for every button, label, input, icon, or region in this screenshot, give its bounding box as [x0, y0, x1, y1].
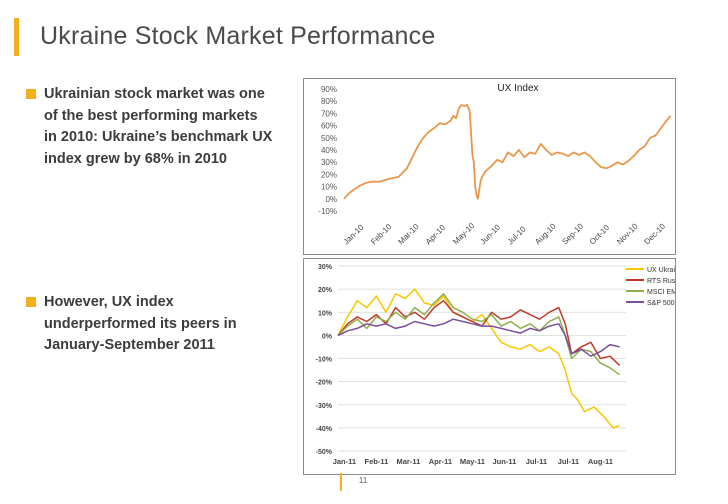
page-number: 11	[358, 476, 368, 485]
title-accent-bar	[14, 18, 19, 56]
x-tick-label: Jul-11	[526, 457, 547, 466]
x-tick-label: Mar-10	[396, 222, 421, 247]
y-tick-label: 20%	[321, 170, 337, 179]
slide-title: Ukraine Stock Market Performance	[40, 22, 436, 50]
y-tick-label: -10%	[316, 357, 333, 364]
x-tick-label: Feb-10	[369, 222, 394, 247]
x-tick-label: Feb-11	[365, 457, 389, 466]
bullet-square-icon	[26, 297, 36, 307]
bullet-item: However, UX index underperformed its pee…	[26, 292, 274, 357]
y-tick-label: 30%	[318, 264, 333, 271]
legend-label: S&P 500	[647, 300, 675, 307]
x-tick-label: Apr-11	[429, 457, 452, 466]
y-tick-label: -40%	[316, 426, 333, 433]
series-line	[337, 318, 620, 357]
x-tick-label: Mar-11	[397, 457, 421, 466]
legend-label: UX Ukraine	[647, 267, 675, 274]
y-tick-label: 70%	[321, 109, 337, 118]
y-tick-label: -30%	[316, 403, 333, 410]
y-tick-label: 30%	[321, 158, 337, 167]
x-tick-label: Dec-10	[642, 221, 667, 246]
x-tick-label: Jan-10	[342, 222, 366, 246]
x-tick-label: May-11	[460, 457, 485, 466]
y-tick-label: 50%	[321, 134, 337, 143]
x-tick-label: Aug-10	[533, 221, 558, 246]
x-tick-label: Nov-10	[615, 221, 640, 246]
x-tick-label: May-10	[451, 221, 477, 247]
x-tick-label: Jul-10	[506, 224, 528, 246]
legend-label: MSCI EM EE	[647, 289, 675, 296]
peer-comparison-chart: -50% -40% -30% -20% -10% 0% 10% 20% 30% Jan-11 Feb…	[303, 258, 689, 475]
page-number-accent	[340, 473, 342, 491]
x-tick-label: Oct-10	[588, 223, 612, 247]
ux-index-chart: UX Index -10% 0% 10% 20% 30% 40% 50% 60% 70% 80% 90…	[303, 78, 676, 255]
series-line	[337, 299, 621, 366]
x-tick-label: Jan-11	[333, 457, 356, 466]
y-tick-label: -20%	[316, 380, 333, 387]
bullet-square-icon	[26, 89, 36, 99]
x-tick-label: Aug-11	[588, 457, 613, 466]
x-tick-label: Sep-10	[560, 221, 585, 246]
y-tick-label: 10%	[318, 310, 333, 317]
bullet-text: Ukrainian stock market was one of the be…	[44, 86, 273, 167]
y-tick-label: -50%	[316, 449, 333, 456]
y-tick-label: 90%	[321, 85, 337, 94]
x-tick-label: Jul-11	[558, 457, 579, 466]
y-tick-label: 0%	[325, 195, 337, 204]
series-line	[337, 293, 621, 376]
y-tick-label: -10%	[318, 207, 337, 216]
bullet-item: Ukrainian stock market was one of the be…	[26, 84, 274, 170]
y-tick-label: 40%	[321, 146, 337, 155]
x-tick-label: Jun-10	[478, 222, 502, 246]
y-tick-label: 60%	[321, 122, 337, 131]
ux-index-series-line	[343, 103, 672, 200]
x-tick-label: Apr-10	[424, 223, 448, 247]
y-tick-label: 10%	[321, 183, 337, 192]
legend-label: RTS Russia	[647, 278, 675, 285]
y-tick-label: 0%	[322, 333, 333, 340]
series-line	[337, 288, 620, 429]
bullet-text: However, UX index underperformed its pee…	[44, 294, 237, 353]
y-tick-label: 80%	[321, 97, 337, 106]
y-tick-label: 20%	[318, 287, 333, 294]
peer-comparison-chart-svg: -50% -40% -30% -20% -10% 0% 10% 20% 30% Jan-11 Feb…	[316, 264, 689, 466]
ux-index-chart-svg: UX Index -10% 0% 10% 20% 30% 40% 50% 60% 70% 80% 90…	[318, 83, 672, 247]
x-tick-label: Jun-11	[493, 457, 517, 466]
chart-title: UX Index	[497, 83, 538, 94]
